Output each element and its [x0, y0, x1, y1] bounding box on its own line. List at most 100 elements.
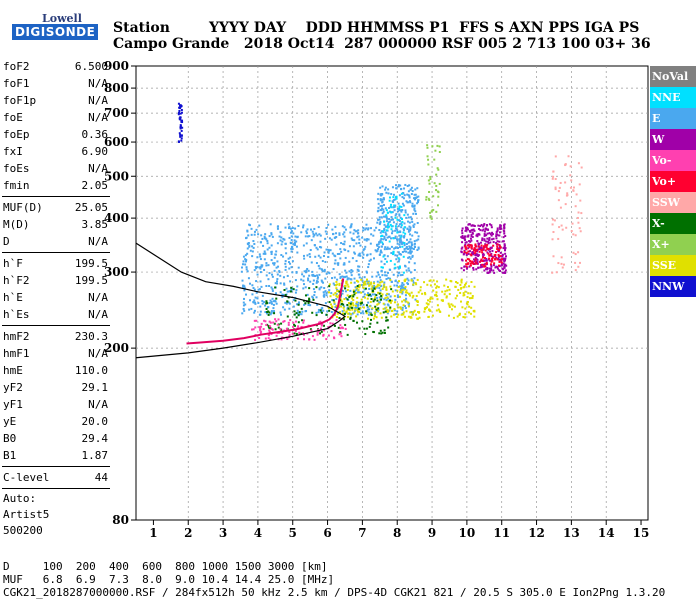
data-point-e — [307, 269, 310, 272]
data-point-sse — [331, 305, 334, 308]
data-point-e — [409, 226, 412, 229]
data-point-e — [341, 292, 344, 295]
data-point-w — [492, 264, 495, 267]
data-point-ssw — [577, 162, 580, 165]
data-point-e — [382, 238, 385, 241]
data-point-e — [295, 271, 298, 274]
data-point-e — [295, 240, 298, 243]
data-point-e — [371, 293, 374, 296]
data-point-ssw — [565, 226, 568, 229]
data-point-e — [315, 262, 318, 265]
data-point-x- — [294, 299, 297, 302]
data-point-sse — [445, 296, 448, 299]
data-point-nne — [400, 224, 403, 227]
data-point-e — [394, 229, 397, 232]
data-point-e — [358, 265, 361, 268]
data-point-e — [407, 220, 410, 223]
data-point-w — [502, 240, 505, 243]
data-point-vo- — [319, 320, 322, 323]
data-point-sse — [428, 279, 431, 282]
data-point-sse — [472, 310, 475, 313]
data-point-e — [276, 227, 279, 230]
data-point-e — [413, 262, 416, 265]
data-point-e — [250, 307, 253, 310]
data-point-nne — [403, 226, 406, 229]
data-point-sse — [416, 317, 419, 320]
data-point-sse — [371, 307, 374, 310]
data-point-x- — [273, 322, 276, 325]
data-point-e — [277, 265, 280, 268]
data-point-e — [318, 233, 321, 236]
data-point-w — [489, 241, 492, 244]
data-point-w — [466, 266, 469, 269]
data-point-e — [404, 287, 407, 290]
data-point-sse — [391, 290, 394, 293]
data-point-e — [271, 235, 274, 238]
data-point-e — [398, 208, 401, 211]
electron-density-profile — [135, 242, 347, 359]
data-point-e — [352, 245, 355, 248]
data-point-w — [468, 265, 471, 268]
x-tick-label: 1 — [149, 526, 157, 540]
data-point-e — [289, 262, 292, 265]
data-point-x+ — [429, 216, 432, 219]
data-point-e — [326, 310, 329, 313]
data-point-e — [357, 229, 360, 232]
data-point-vo- — [275, 334, 278, 337]
data-point-x+ — [428, 191, 431, 194]
param-value: 6.90 — [81, 145, 109, 158]
data-point-w — [488, 267, 491, 270]
data-point-e — [354, 230, 357, 233]
data-point-w — [502, 229, 505, 232]
data-point-e — [404, 294, 407, 297]
data-point-e — [367, 292, 370, 295]
data-point-e — [280, 243, 283, 246]
data-point-e — [402, 235, 405, 238]
data-point-e — [259, 255, 262, 258]
param-row: foEp 0.36 — [0, 126, 112, 143]
data-point-e — [378, 241, 381, 244]
data-point-sse — [398, 295, 401, 298]
data-point-x- — [380, 298, 383, 301]
data-point-sse — [428, 309, 431, 312]
data-point-e — [290, 230, 293, 233]
data-point-vo+ — [488, 254, 491, 257]
data-point-vo- — [294, 330, 297, 333]
data-point-e — [323, 295, 326, 298]
param-row: foEs N/A — [0, 160, 112, 177]
data-point-vo+ — [496, 248, 499, 251]
footer-muf-line: MUF 6.8 6.9 7.3 8.0 9.0 10.4 14.4 25.0 [… — [3, 573, 335, 586]
data-point-sse — [448, 306, 451, 309]
data-point-e — [317, 254, 320, 257]
data-point-nnw — [179, 135, 182, 138]
data-point-vo+ — [482, 247, 485, 250]
data-point-e — [416, 202, 419, 205]
data-point-e — [327, 223, 330, 226]
data-point-vo- — [263, 319, 266, 322]
param-separator — [2, 252, 110, 253]
data-point-e — [403, 244, 406, 247]
data-point-e — [244, 254, 247, 257]
data-point-e — [260, 285, 263, 288]
data-point-x+ — [427, 158, 430, 161]
data-point-nnw — [180, 129, 183, 132]
data-point-w — [504, 249, 507, 252]
data-point-nnw — [180, 134, 183, 137]
data-point-sse — [385, 288, 388, 291]
data-point-e — [280, 313, 283, 316]
data-point-e — [320, 279, 323, 282]
data-point-e — [416, 187, 419, 190]
data-point-nne — [389, 223, 392, 226]
data-point-e — [396, 310, 399, 313]
data-point-e — [380, 269, 383, 272]
data-point-e — [391, 186, 394, 189]
data-point-vo+ — [478, 260, 481, 263]
data-point-sse — [414, 313, 417, 316]
data-point-vo+ — [465, 265, 468, 268]
data-point-e — [242, 285, 245, 288]
data-point-vo+ — [469, 244, 472, 247]
data-point-e — [260, 234, 263, 237]
data-point-w — [479, 266, 482, 269]
data-point-e — [399, 216, 402, 219]
data-point-e — [310, 261, 313, 264]
